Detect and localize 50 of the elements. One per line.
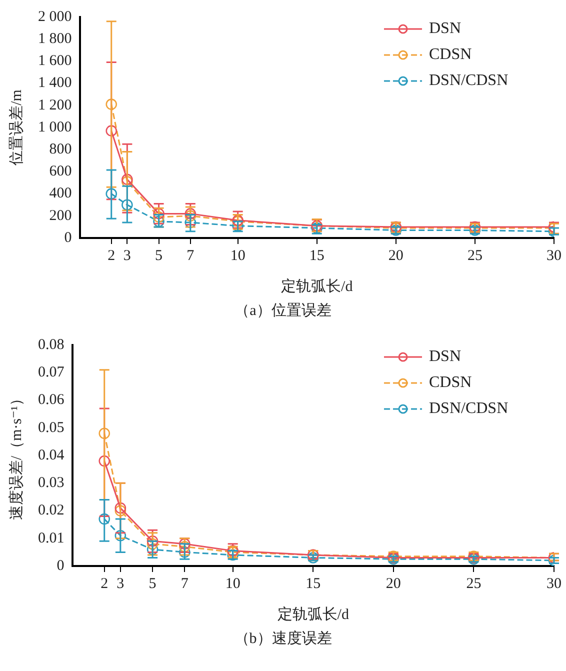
y-tick-label: 1 800 bbox=[38, 31, 72, 48]
y-tick-label: 600 bbox=[49, 164, 72, 180]
y-tick-label: 0.05 bbox=[38, 420, 64, 436]
y-axis-title: 速度误差/（m·s⁻¹） bbox=[8, 390, 25, 520]
legend-label: DSN/CDSN bbox=[429, 400, 509, 418]
y-tick-label: 1 200 bbox=[38, 97, 72, 114]
x-tick-label: 7 bbox=[186, 248, 195, 264]
y-tick-label: 0.07 bbox=[38, 364, 65, 381]
y-tick-label: 1 000 bbox=[38, 119, 72, 136]
x-tick-label: 2 bbox=[108, 248, 116, 264]
y-tick-label: 200 bbox=[49, 208, 72, 224]
y-tick-label: 0.04 bbox=[38, 447, 65, 464]
x-tick-label: 20 bbox=[386, 576, 401, 592]
legend-label: DSN bbox=[429, 348, 462, 366]
y-tick-label: 1 600 bbox=[38, 53, 72, 70]
y-tick-label: 400 bbox=[49, 186, 72, 202]
y-tick-label: 0.08 bbox=[38, 336, 64, 353]
x-tick-label: 10 bbox=[225, 576, 240, 592]
x-tick-label: 30 bbox=[546, 576, 562, 592]
y-tick-label: 0 bbox=[64, 230, 72, 246]
x-tick-label: 15 bbox=[309, 248, 324, 264]
x-tick-label: 10 bbox=[230, 248, 246, 264]
legend-label: CDSN bbox=[429, 46, 472, 64]
legend-label: DSN/CDSN bbox=[429, 72, 509, 90]
x-tick-label: 7 bbox=[180, 576, 189, 592]
y-tick-label: 2 000 bbox=[38, 8, 72, 25]
x-tick-label: 3 bbox=[123, 248, 131, 264]
x-tick-label: 25 bbox=[467, 248, 482, 264]
legend-label: DSN bbox=[429, 20, 462, 38]
x-tick-label: 20 bbox=[388, 248, 404, 264]
x-tick-label: 30 bbox=[546, 248, 562, 264]
y-tick-label: 0 bbox=[56, 558, 64, 574]
text: （a）位置误差 bbox=[234, 302, 332, 321]
legend-label: CDSN bbox=[429, 374, 472, 392]
y-tick-label: 1 400 bbox=[38, 75, 72, 92]
x-tick-label: 2 bbox=[100, 576, 108, 592]
x-tick-label: 5 bbox=[148, 576, 156, 592]
y-tick-label: 800 bbox=[49, 142, 72, 158]
y-tick-label: 0.01 bbox=[38, 530, 64, 546]
x-axis-title: 定轨弧长/d bbox=[277, 606, 350, 623]
x-axis-title: 定轨弧长/d bbox=[281, 278, 354, 295]
x-tick-label: 15 bbox=[306, 576, 321, 592]
x-tick-label: 5 bbox=[155, 248, 163, 264]
x-tick-label: 25 bbox=[466, 576, 482, 592]
text: （b）速度误差 bbox=[233, 629, 333, 649]
y-tick-label: 0.06 bbox=[38, 392, 65, 408]
y-axis-title: 位置误差/m bbox=[8, 89, 25, 166]
x-tick-label: 3 bbox=[116, 576, 124, 592]
y-tick-label: 0.02 bbox=[38, 502, 64, 519]
y-tick-label: 0.03 bbox=[38, 475, 64, 492]
